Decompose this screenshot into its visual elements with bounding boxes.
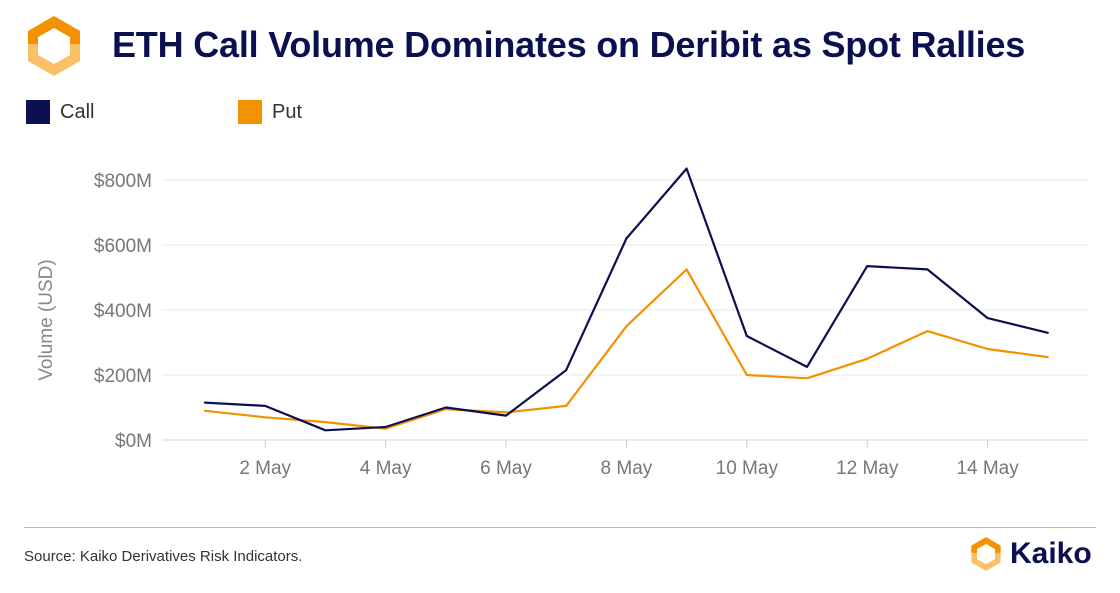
x-tick-label: 8 May bbox=[601, 458, 653, 479]
source-note: Source: Kaiko Derivatives Risk Indicator… bbox=[24, 548, 303, 565]
kaiko-logo-icon bbox=[28, 16, 80, 76]
legend-label-put: Put bbox=[272, 100, 303, 123]
chart-series bbox=[203, 167, 1049, 432]
y-tick-label: $200M bbox=[94, 366, 152, 387]
y-tick-label: $400M bbox=[94, 301, 152, 322]
brand-logo: Kaiko bbox=[968, 536, 1092, 572]
y-tick-label: $600M bbox=[94, 236, 152, 257]
series-line-call bbox=[203, 167, 1049, 432]
x-axis-ticks: 2 May 4 May 6 May 8 May 10 May 12 May 14 May bbox=[239, 440, 1019, 479]
series-line-put bbox=[203, 268, 1049, 430]
footer-divider bbox=[24, 527, 1096, 528]
brand-name: Kaiko bbox=[1010, 537, 1092, 570]
legend-swatch-put bbox=[238, 100, 262, 124]
legend-item-put: Put bbox=[238, 100, 302, 124]
y-axis-title: Volume (USD) bbox=[36, 259, 57, 380]
x-tick-label: 2 May bbox=[239, 458, 291, 479]
y-tick-label: $800M bbox=[94, 171, 152, 192]
legend-label-call: Call bbox=[60, 100, 95, 123]
x-tick-label: 12 May bbox=[836, 458, 899, 479]
x-tick-label: 10 May bbox=[716, 458, 779, 479]
legend-swatch-call bbox=[26, 100, 50, 124]
x-tick-label: 14 May bbox=[956, 458, 1019, 479]
chart-legend: Call Put bbox=[26, 100, 626, 128]
kaiko-brand-icon bbox=[971, 537, 1001, 571]
chart-title: ETH Call Volume Dominates on Deribit as … bbox=[112, 24, 1026, 65]
y-axis-ticks: $0M $200M $400M $600M $800M bbox=[94, 171, 152, 452]
y-tick-label: $0M bbox=[115, 431, 152, 452]
legend-item-call: Call bbox=[26, 100, 94, 124]
x-tick-label: 4 May bbox=[360, 458, 412, 479]
chart-grid bbox=[162, 179, 1088, 441]
x-tick-label: 6 May bbox=[480, 458, 532, 479]
line-chart: $0M $200M $400M $600M $800M 2 May 4 May 6 May 8… bbox=[36, 167, 1088, 479]
